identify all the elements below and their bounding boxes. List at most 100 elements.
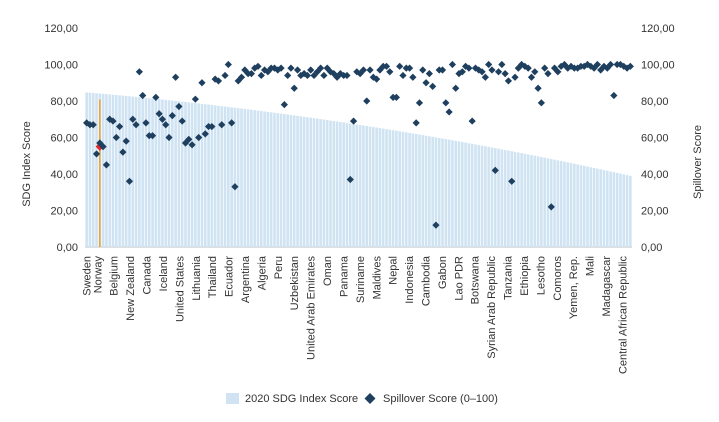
- y-tick-left: 0,00: [57, 242, 78, 254]
- y-tick-right: 80,00: [641, 96, 669, 108]
- spillover-point: [247, 70, 256, 78]
- sdg-bar: [131, 96, 135, 248]
- sdg-bar: [309, 117, 313, 247]
- x-tick-label: Maldives: [371, 256, 383, 300]
- sdg-bar: [177, 101, 181, 247]
- spillover-point: [198, 79, 206, 87]
- sdg-bar: [454, 140, 458, 247]
- sdg-bar: [230, 107, 233, 247]
- spillover-point: [478, 68, 486, 76]
- x-tick-label: Comoros: [552, 256, 564, 301]
- sdg-bar: [187, 102, 191, 248]
- sdg-bar: [85, 92, 88, 247]
- spillover-point: [554, 68, 562, 76]
- sdg-bar: [319, 119, 322, 247]
- spillover-point: [155, 110, 163, 118]
- spillover-point: [330, 70, 338, 78]
- spillover-point: [254, 62, 262, 70]
- sdg-bar: [457, 141, 461, 247]
- sdg-bar: [105, 94, 108, 248]
- sdg-bar: [615, 172, 619, 247]
- spillover-point: [527, 73, 536, 81]
- y-tick-right: 40,00: [641, 169, 669, 181]
- sdg-bar: [533, 155, 537, 247]
- sdg-bar: [605, 170, 609, 247]
- sdg-bar: [121, 95, 125, 247]
- y-tick-right: 0,00: [641, 242, 662, 254]
- sdg-bar: [217, 105, 220, 247]
- sdg-bar: [612, 172, 616, 247]
- sdg-bar: [161, 99, 164, 247]
- sdg-bar: [368, 126, 372, 247]
- x-tick-label: Cambodia: [421, 255, 433, 306]
- spillover-point: [135, 68, 143, 76]
- sdg-bar: [549, 159, 553, 247]
- sdg-bar: [609, 171, 612, 247]
- spillover-point: [102, 161, 111, 169]
- spillover-point: [419, 66, 427, 74]
- sdg-bar: [507, 150, 510, 247]
- sdg-bar: [576, 164, 579, 247]
- sdg-bar: [348, 123, 352, 247]
- sdg-bar: [404, 132, 408, 247]
- sdg-bar: [220, 106, 224, 248]
- spillover-point: [152, 93, 160, 101]
- y-tick-left: 80,00: [50, 96, 78, 108]
- sdg-bar: [490, 147, 494, 247]
- sdg-bar: [385, 129, 388, 247]
- sdg-bar: [296, 115, 299, 247]
- legend-label-spillover: Spillover Score (0–100): [383, 393, 498, 405]
- sdg-bar: [414, 134, 418, 247]
- sdg-bar: [592, 167, 596, 247]
- sdg-bar: [625, 175, 629, 247]
- spillover-point: [320, 71, 328, 80]
- x-tick-label: Syrian Arab Republic: [486, 256, 498, 359]
- x-tick-label: Nepal: [388, 256, 400, 285]
- spillover-point: [498, 60, 506, 69]
- spillover-point: [195, 133, 203, 142]
- sdg-bar: [619, 173, 622, 247]
- sdg-bar: [418, 134, 421, 247]
- y-tick-right: 100,00: [641, 60, 675, 72]
- spillover-point: [172, 73, 180, 81]
- sdg-bar: [223, 106, 227, 248]
- spillover-point: [626, 62, 634, 70]
- spillover-point: [359, 66, 368, 74]
- spillover-point: [89, 121, 97, 129]
- sdg-bar: [441, 138, 444, 247]
- spillover-point: [142, 119, 150, 127]
- sdg-bar: [312, 118, 316, 247]
- sdg-bar: [582, 165, 586, 247]
- x-tick-label: Indonesia: [404, 255, 416, 304]
- spillover-point: [122, 137, 130, 145]
- spillover-point: [293, 66, 302, 74]
- sdg-bar: [437, 137, 441, 247]
- y-axis-right-title: Spillover Score: [692, 125, 704, 199]
- sdg-bar: [279, 113, 283, 247]
- sdg-bar: [283, 114, 286, 247]
- spillover-point: [590, 64, 598, 72]
- sdg-bar: [599, 169, 602, 247]
- sdg-bar: [493, 148, 497, 247]
- spillover-point: [405, 64, 414, 72]
- spillover-point: [125, 177, 134, 185]
- sdg-bar: [339, 122, 342, 247]
- spillover-point: [218, 121, 226, 129]
- sdg-bar: [365, 126, 369, 247]
- sdg-bar: [477, 145, 481, 247]
- sdg-bar: [335, 121, 339, 247]
- spillover-point: [148, 132, 157, 140]
- sdg-bar: [345, 122, 349, 247]
- sdg-bar: [487, 146, 490, 247]
- sdg-bar: [431, 136, 434, 247]
- sdg-bar: [388, 129, 392, 247]
- spillover-point: [346, 175, 354, 184]
- spillover-point: [491, 166, 499, 174]
- sdg-bar: [464, 142, 467, 247]
- sdg-bar: [299, 116, 303, 247]
- sdg-bar: [250, 109, 253, 247]
- legend-swatch-spillover: [364, 393, 376, 404]
- sdg-bar: [316, 118, 319, 247]
- spillover-point: [550, 64, 559, 72]
